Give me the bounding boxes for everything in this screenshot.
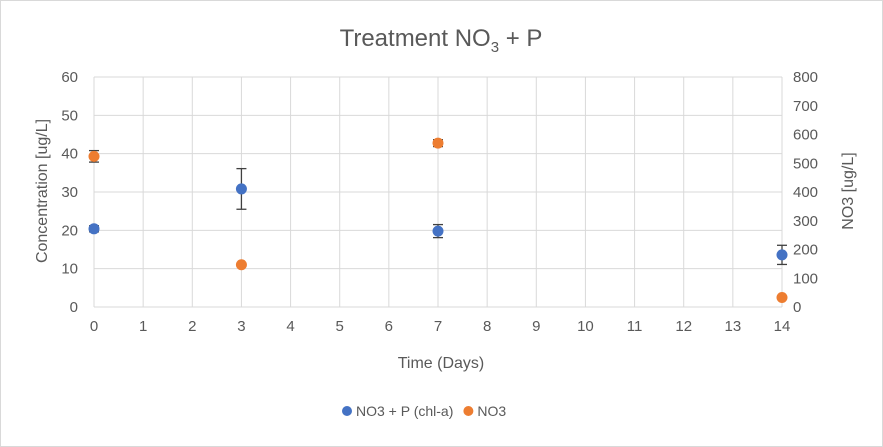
chart-title-subscript: 3 <box>491 39 499 56</box>
x-tick-label: 6 <box>385 318 393 335</box>
x-tick-label: 3 <box>237 318 245 335</box>
x-tick-label: 10 <box>577 318 594 335</box>
x-tick-label: 1 <box>139 318 147 335</box>
x-tick-label: 11 <box>627 318 643 335</box>
y2-tick-label: 700 <box>793 98 818 115</box>
y2-tick-label: 500 <box>793 155 818 172</box>
chart-title-main: Treatment NO <box>340 25 491 52</box>
x-tick-label: 9 <box>532 318 540 335</box>
y-tick-label: 20 <box>61 222 78 239</box>
x-tick-label: 4 <box>286 318 294 335</box>
legend-label: NO3 <box>477 403 506 419</box>
legend-marker <box>342 406 352 416</box>
data-point <box>88 223 100 235</box>
x-tick-label: 0 <box>90 318 98 335</box>
x-tick-label: 7 <box>434 318 442 335</box>
y-tick-label: 0 <box>70 299 78 316</box>
legend: NO3 + P (chl-a) NO3 <box>342 403 506 419</box>
y-tick-label: 40 <box>61 146 78 163</box>
x-tick-label: 2 <box>188 318 196 335</box>
y2-tick-label: 800 <box>793 69 818 86</box>
x-tick-label: 8 <box>483 318 491 335</box>
data-points <box>88 137 788 304</box>
data-point <box>432 225 444 237</box>
x-tick-label: 5 <box>336 318 344 335</box>
y2-tick-label: 100 <box>793 270 818 287</box>
x-tick-label: 13 <box>725 318 742 335</box>
y2-tick-label: 400 <box>793 184 818 201</box>
y-tick-label: 10 <box>61 261 78 278</box>
x-tick-label: 14 <box>774 318 791 335</box>
y2-axis-label: NO3 [ug/L] <box>840 152 857 229</box>
data-point <box>235 183 247 195</box>
x-tick-label: 12 <box>675 318 692 335</box>
y-tick-label: 30 <box>61 184 78 201</box>
legend-label: NO3 + P (chl-a) <box>356 403 453 419</box>
y2-tick-label: 0 <box>793 299 801 316</box>
y-tick-label: 50 <box>61 107 78 124</box>
x-axis-label: Time (Days) <box>398 355 485 372</box>
chart-title-rest: + P <box>499 25 542 52</box>
chart-title: Treatment NO3 + P <box>340 25 543 56</box>
data-point <box>432 137 444 149</box>
tick-labels: 0 1 2 3 4 5 6 7 8 9 10 11 12 13 1401020304050600100200… <box>61 69 818 335</box>
y2-tick-label: 600 <box>793 127 818 144</box>
data-point <box>776 292 788 304</box>
y-tick-label: 60 <box>61 69 78 86</box>
legend-marker <box>463 406 474 416</box>
y-axis-label: Concentration [ug/L] <box>34 119 51 263</box>
data-point <box>776 249 788 261</box>
y2-tick-label: 300 <box>793 213 818 230</box>
gridlines <box>93 76 783 308</box>
data-point <box>88 150 100 162</box>
y2-tick-label: 200 <box>793 242 818 259</box>
data-point <box>235 259 247 271</box>
